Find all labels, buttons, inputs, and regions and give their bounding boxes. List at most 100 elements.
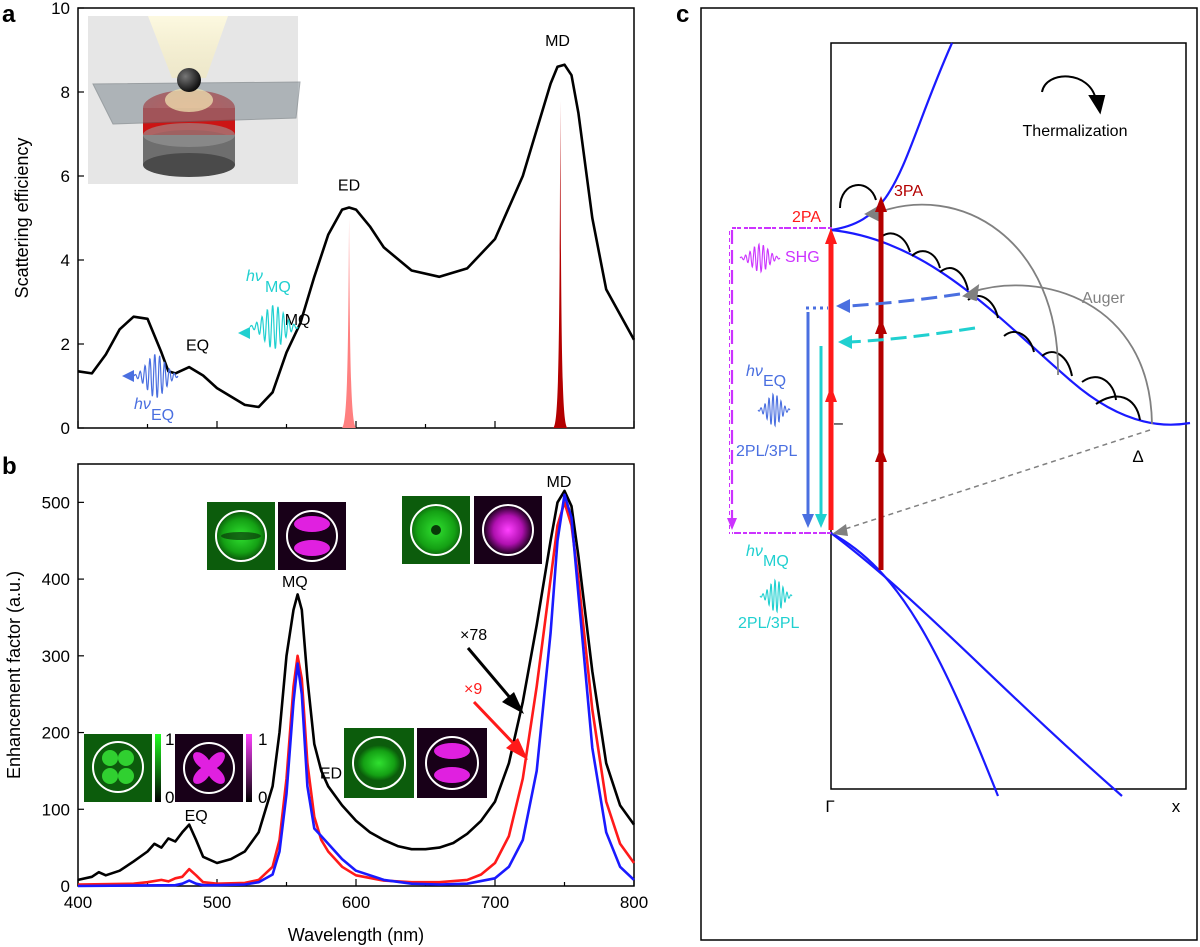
eq-hv-subscript: EQ	[151, 407, 174, 424]
excitation-peak	[342, 218, 357, 428]
c-mq-pl-label: 2PL/3PL	[738, 615, 799, 632]
eq-wave-icon	[757, 392, 791, 428]
series-line-blue	[77, 493, 635, 888]
x-tick-label: 600	[342, 893, 370, 912]
y-tick-label: 200	[42, 724, 70, 743]
mode-label-mq: MQ	[285, 312, 311, 329]
c-eq-hv-symbol: hν	[746, 363, 763, 380]
2pa-label: 2PA	[792, 209, 821, 226]
panel-b-y-ticks: 0 100 200 300 400 500	[42, 493, 84, 896]
panel-c: c Thermalization	[676, 1, 1198, 941]
mq-wave-icon	[759, 578, 793, 614]
panel-a-y-ticks: 0 2 4 6 8 10	[51, 0, 84, 438]
mq-wave-icon	[249, 305, 299, 349]
conduction-band-lower	[830, 228, 1191, 426]
mq-hv-symbol: hν	[246, 268, 263, 285]
field-map-md	[402, 496, 542, 564]
x-tick-label: 500	[203, 893, 231, 912]
panel-b-letter: b	[2, 453, 17, 480]
y-tick-label: 2	[61, 335, 70, 354]
factor-x78-label: ×78	[460, 627, 487, 644]
magenta-colorbar	[246, 734, 252, 802]
3pa-label: 3PA	[894, 183, 923, 200]
c-mq-hv-symbol: hν	[746, 543, 763, 560]
delta-point-label: Δ	[1132, 447, 1143, 466]
eq-hv-symbol: hν	[134, 396, 151, 413]
x-tick-label: 400	[64, 893, 92, 912]
panel-a: a 0 2 4 6 8 10 Scattering efficiency	[2, 0, 636, 438]
arrow-head-icon	[502, 692, 524, 714]
auger-label: Auger	[1082, 290, 1125, 307]
y-tick-label: 500	[42, 493, 70, 512]
mq-arrow-icon	[238, 327, 250, 339]
magenta-colorbar-max: 1	[258, 730, 267, 749]
eq-arrow-icon	[122, 370, 134, 382]
mode-label-ed: ED	[320, 766, 342, 783]
mode-label-md: MD	[545, 33, 570, 50]
c-eq-pl-label: 2PL/3PL	[736, 443, 797, 460]
field-map-mq	[207, 502, 346, 570]
c-mq-hv-subscript: MQ	[763, 553, 789, 570]
shg-label: SHG	[785, 249, 820, 266]
field-map-ed	[344, 728, 487, 798]
mq-photoluminescence: hν MQ 2PL/3PL	[738, 326, 976, 632]
eq-emission-wavepacket: hν EQ	[122, 354, 179, 424]
indirect-gap-line	[841, 429, 1151, 531]
green-colorbar-max: 1	[165, 730, 174, 749]
y-tick-label: 8	[61, 83, 70, 102]
shg-wave-icon	[739, 242, 781, 274]
series-line-black	[77, 489, 636, 882]
series-line-red	[77, 501, 636, 886]
valence-band-heavy	[830, 532, 1000, 797]
c-eq-hv-subscript: EQ	[763, 373, 786, 390]
mode-label-eq: EQ	[185, 808, 208, 825]
x-tick-label: 700	[481, 893, 509, 912]
series-line-black	[77, 63, 636, 409]
mq-emission-wavepacket: hν MQ	[238, 268, 299, 349]
panel-a-letter: a	[2, 1, 16, 28]
mode-label-mq: MQ	[282, 574, 308, 591]
conduction-band-upper	[830, 42, 954, 232]
panel-a-plot: MD ED MQ EQ	[77, 33, 636, 429]
magenta-colorbar-min: 0	[258, 788, 267, 807]
y-tick-label: 0	[61, 877, 70, 896]
y-tick-label: 0	[61, 419, 70, 438]
x-point-label: x	[1172, 797, 1181, 816]
y-tick-label: 400	[42, 570, 70, 589]
panel-b-xlabel: Wavelength (nm)	[288, 925, 424, 945]
valence-band-light	[830, 532, 1123, 797]
y-tick-label: 10	[51, 0, 70, 18]
y-tick-label: 4	[61, 251, 70, 270]
three-photon-absorption-arrow: 3PA	[875, 183, 923, 570]
panel-b-ylabel: Enhancement factor (a.u.)	[4, 571, 24, 779]
two-photon-absorption-arrow: 2PA	[792, 209, 837, 530]
factor-x9: ×9	[464, 681, 528, 760]
mq-hv-subscript: MQ	[265, 279, 291, 296]
panel-c-outer-frame	[700, 7, 1198, 941]
x-tick-label: 800	[620, 893, 648, 912]
panel-b-x-ticks: 400 500 600 700 800	[64, 879, 648, 912]
green-colorbar-min: 0	[165, 788, 174, 807]
mode-label-ed: ED	[338, 178, 360, 195]
mode-label-eq: EQ	[186, 337, 209, 354]
band-diagram-frame	[830, 42, 1187, 790]
factor-x78: ×78	[460, 627, 524, 714]
auger-processes	[864, 203, 1153, 425]
panel-c-letter: c	[676, 1, 689, 28]
panel-b-frame	[77, 463, 635, 887]
gamma-point-label: Γ	[825, 797, 834, 816]
field-map-eq: 1 0 1 0	[84, 730, 267, 807]
nanoparticle-illustration	[88, 16, 301, 184]
mode-label-md: MD	[546, 474, 571, 491]
eq-wave-icon	[133, 354, 179, 398]
excitation-peak	[553, 100, 568, 429]
arrow-head-icon	[506, 738, 528, 760]
thermalization-label: Thermalization	[1023, 123, 1128, 140]
factor-x9-label: ×9	[464, 681, 482, 698]
panel-a-ylabel: Scattering efficiency	[12, 138, 32, 299]
panel-b-plot: MD MQ ED EQ	[77, 474, 636, 888]
y-tick-label: 300	[42, 647, 70, 666]
y-tick-label: 100	[42, 800, 70, 819]
